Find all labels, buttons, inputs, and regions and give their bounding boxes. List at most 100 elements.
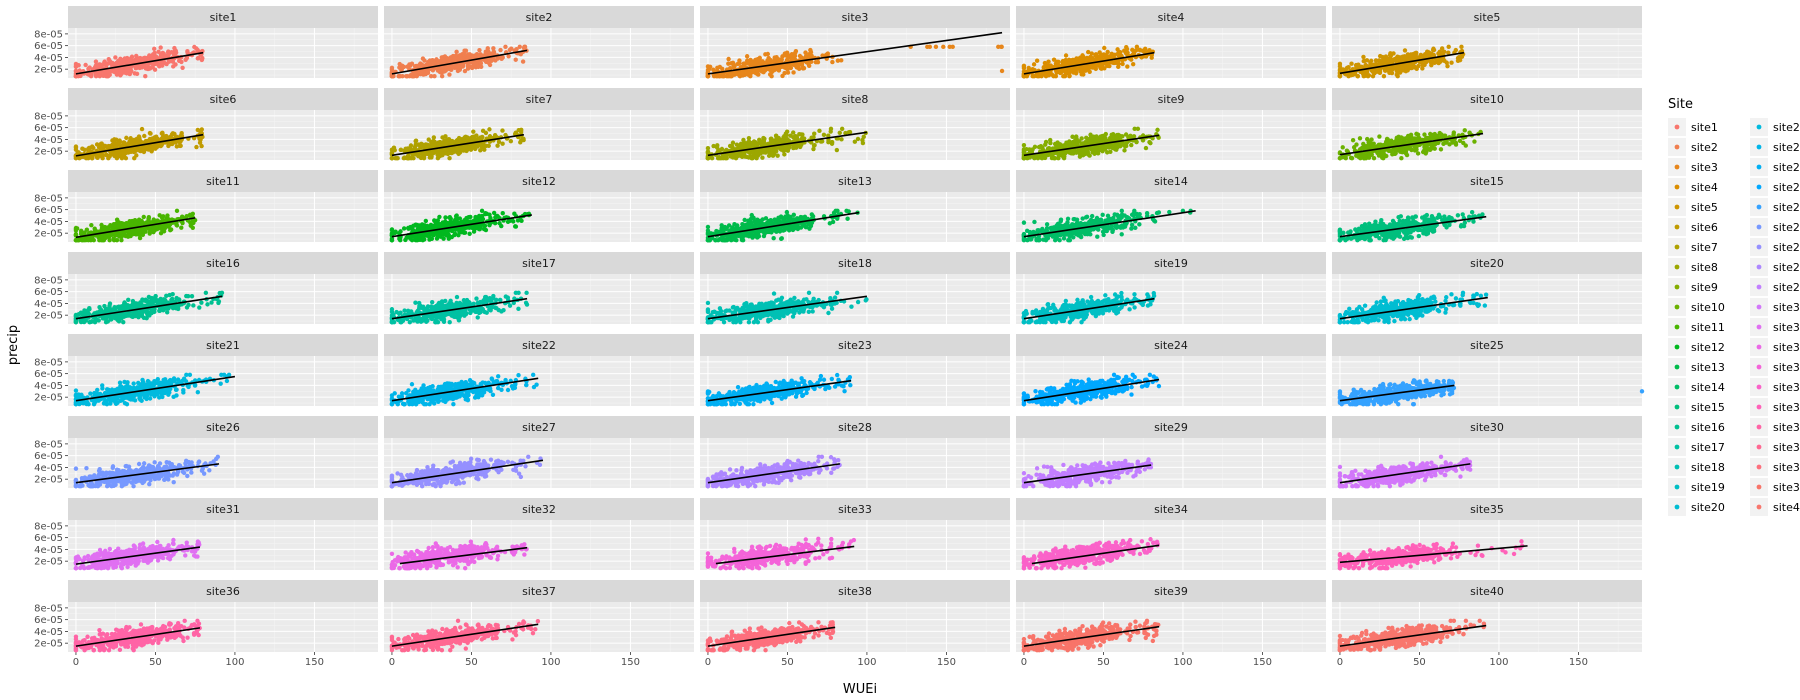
data-point — [93, 73, 99, 78]
data-point — [141, 145, 147, 150]
data-point — [1337, 74, 1343, 79]
data-point — [1027, 155, 1033, 160]
data-point — [1048, 140, 1053, 146]
data-point — [1457, 138, 1463, 143]
data-point — [461, 136, 466, 142]
data-point — [428, 150, 434, 155]
data-point — [84, 156, 89, 161]
data-point — [1386, 67, 1392, 73]
data-point — [828, 129, 833, 134]
data-point — [1063, 53, 1069, 58]
data-point — [1077, 56, 1082, 62]
data-point — [1426, 50, 1432, 55]
data-point — [1439, 46, 1445, 51]
data-point — [1043, 154, 1048, 159]
data-point — [1445, 63, 1450, 69]
data-point — [791, 70, 796, 75]
data-point — [1377, 134, 1382, 139]
data-point — [745, 71, 751, 76]
data-point — [156, 49, 161, 54]
data-point — [500, 55, 505, 60]
y-tick-label: 2e-05 — [34, 147, 63, 158]
data-point — [152, 46, 157, 52]
data-point — [446, 150, 452, 156]
facet-site10: site10 — [1332, 88, 1642, 161]
data-point — [161, 60, 167, 65]
data-point — [122, 230, 127, 235]
strip-label: site5 — [1474, 11, 1501, 24]
data-point — [133, 147, 139, 152]
data-point — [432, 143, 437, 148]
data-point — [1122, 148, 1127, 153]
data-point — [1105, 49, 1110, 55]
data-point — [1423, 52, 1428, 57]
data-point — [166, 49, 171, 54]
data-point — [109, 232, 114, 237]
data-point — [1046, 145, 1052, 151]
data-point — [197, 140, 203, 145]
data-point — [705, 149, 711, 155]
data-point — [438, 149, 444, 154]
y-tick-label: 6e-05 — [34, 41, 63, 52]
data-point — [780, 54, 785, 59]
strip-label: site8 — [842, 93, 869, 106]
data-point — [1099, 53, 1104, 59]
data-point — [1021, 150, 1027, 155]
data-point — [777, 64, 782, 69]
data-point — [500, 128, 505, 133]
data-point — [1433, 134, 1439, 139]
data-point — [1405, 133, 1411, 139]
strip-label: site11 — [206, 175, 240, 188]
data-point — [1086, 137, 1091, 142]
data-point — [93, 59, 99, 64]
y-tick-label: 6e-05 — [34, 123, 63, 134]
data-point — [393, 156, 398, 161]
data-point — [431, 60, 437, 66]
data-point — [1414, 50, 1419, 56]
data-point — [1472, 139, 1477, 144]
data-point — [839, 58, 844, 63]
data-point — [440, 135, 445, 140]
facet-site5: site5 — [1332, 6, 1642, 79]
data-point — [1129, 142, 1134, 148]
data-point — [741, 152, 747, 157]
data-point — [1038, 143, 1044, 149]
data-point — [397, 61, 402, 67]
data-point — [180, 65, 185, 71]
data-point — [781, 138, 787, 144]
data-point — [765, 51, 770, 57]
data-point — [165, 213, 170, 218]
data-point — [1350, 137, 1356, 143]
data-point — [140, 56, 145, 62]
data-point — [1391, 51, 1396, 56]
data-point — [132, 71, 137, 76]
y-tick-label: 6e-05 — [34, 205, 63, 216]
data-point — [1352, 71, 1357, 77]
data-point — [485, 46, 490, 51]
data-point — [129, 55, 134, 60]
data-point — [726, 56, 731, 62]
data-point — [158, 45, 163, 50]
data-point — [861, 134, 866, 140]
data-point — [1021, 142, 1027, 148]
data-point — [77, 68, 82, 73]
data-point — [758, 151, 763, 156]
data-point — [389, 150, 395, 155]
data-point — [1088, 65, 1093, 70]
data-point — [177, 143, 182, 149]
y-tick-label: 4e-05 — [34, 217, 63, 228]
data-point — [442, 69, 447, 74]
data-point — [465, 52, 471, 57]
data-point — [1366, 139, 1371, 145]
data-point — [103, 235, 108, 241]
data-point — [1050, 153, 1055, 158]
data-point — [1422, 132, 1427, 137]
data-point — [1403, 151, 1409, 156]
data-point — [1441, 141, 1446, 147]
data-point — [480, 128, 486, 134]
data-point — [1384, 139, 1389, 144]
